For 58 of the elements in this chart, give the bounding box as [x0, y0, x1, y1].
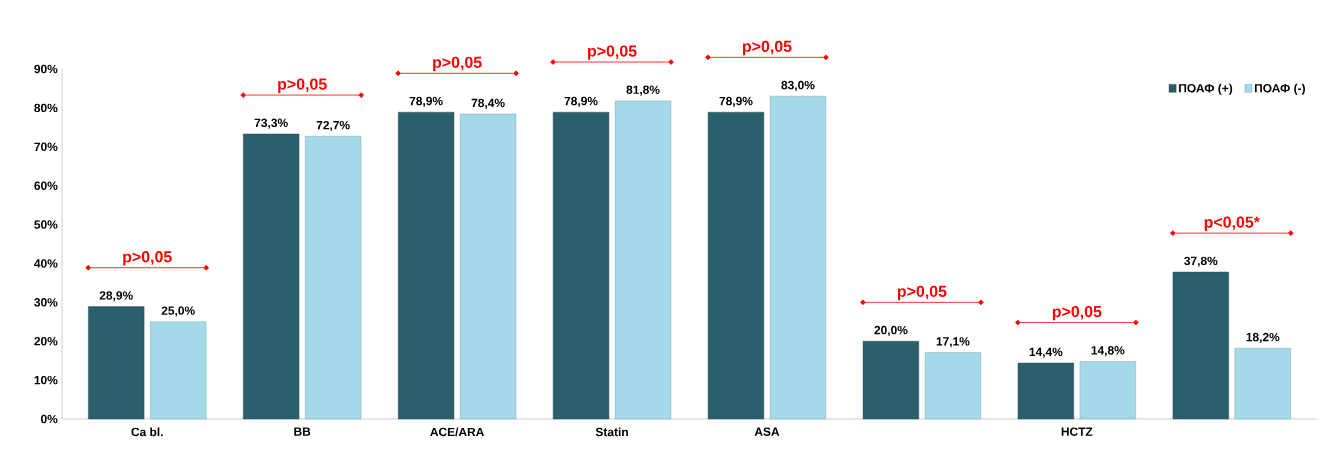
bar — [243, 133, 300, 420]
data-label: 14,8% — [1091, 346, 1125, 357]
data-label: 17,1% — [936, 337, 970, 348]
x-tick-label: ACE/ARA — [430, 427, 484, 437]
legend-label: ПОАФ (+) — [1179, 83, 1233, 95]
annotation: p>0,05 — [1052, 305, 1102, 321]
data-label: 73,3% — [254, 118, 288, 129]
annotation: p>0,05 — [278, 78, 327, 93]
x-tick-label: Statin — [595, 427, 628, 437]
data-label: 28,9% — [99, 291, 133, 302]
y-tick-label: 10% — [34, 375, 58, 385]
x-tick-label: ASA — [754, 427, 780, 436]
data-label: 78,4% — [471, 98, 505, 109]
bar — [552, 111, 610, 420]
x-tick-label: BB — [294, 427, 311, 436]
bar — [1172, 271, 1229, 420]
data-label: 37,8% — [1184, 256, 1218, 267]
bar — [614, 100, 672, 420]
y-tick-label: 20% — [34, 337, 58, 346]
y-tick-label: 80% — [34, 103, 58, 113]
data-label: 25,0% — [161, 306, 195, 317]
y-tick-label: 0% — [41, 414, 58, 424]
y-tick-label: 40% — [34, 259, 58, 268]
bar — [924, 352, 981, 420]
data-label: 78,9% — [409, 96, 443, 107]
text: p>0,05 — [588, 45, 637, 60]
bar — [150, 321, 207, 420]
bar — [305, 136, 362, 420]
bar — [398, 111, 455, 420]
bar — [707, 111, 765, 420]
bar — [459, 113, 517, 420]
data-label: 83,0% — [781, 80, 815, 92]
y-tick-label: 90% — [34, 64, 58, 74]
bar — [1234, 348, 1291, 420]
legend-label: ПОАФ (-) — [1254, 83, 1305, 95]
data-label: 72,7% — [316, 120, 350, 132]
data-label: 20,0% — [874, 325, 908, 337]
x-tick-label: HCTZ — [1061, 427, 1093, 436]
annotation: p>0,05 — [897, 285, 947, 301]
x-tick-label: Ca bl. — [131, 427, 163, 437]
y-tick-label: 60% — [34, 181, 58, 190]
bar — [88, 306, 145, 420]
bar — [769, 96, 827, 420]
data-label: 14,4% — [1029, 347, 1063, 358]
data-label: 18,2% — [1246, 332, 1280, 344]
bar — [1017, 362, 1074, 420]
y-tick-label: 30% — [34, 298, 58, 307]
text: p>0,05 — [742, 40, 792, 56]
bar — [1079, 361, 1136, 420]
annotation: p>0,05 — [433, 56, 482, 72]
data-label: 81,8% — [626, 85, 660, 96]
y-tick-label: 50% — [34, 220, 58, 229]
data-label: 78,9% — [719, 96, 753, 107]
bar — [862, 341, 920, 420]
data-label: 78,9% — [564, 96, 598, 107]
y-tick-label: 70% — [34, 142, 58, 152]
annotation: p<0,05* — [1204, 216, 1260, 231]
annotation: p>0,05 — [123, 251, 172, 266]
